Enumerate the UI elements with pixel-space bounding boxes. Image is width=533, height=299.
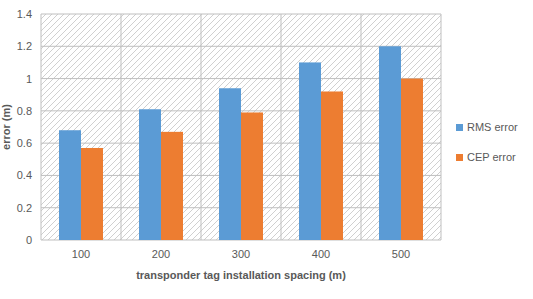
- bar: [379, 46, 401, 240]
- legend-swatch: [456, 124, 463, 131]
- y-tick-label: 1.4: [17, 8, 32, 20]
- y-tick-label: 0.6: [17, 137, 32, 149]
- grid-line-vertical: [201, 14, 202, 240]
- x-tick-label: 200: [152, 248, 170, 260]
- bar: [161, 132, 183, 240]
- y-tick-label: 0.8: [17, 105, 32, 117]
- bar: [241, 112, 263, 240]
- grid-line-vertical: [441, 14, 442, 240]
- y-tick-label: 0.4: [17, 169, 32, 181]
- chart-container: 0 0.2 0.4 0.6 0.8 1 1.2 1.4 100 200 300 400 500 trans…: [0, 0, 533, 299]
- bar: [401, 79, 423, 240]
- bars: [59, 46, 423, 240]
- y-axis-title: error (m): [0, 104, 12, 150]
- legend-swatch: [456, 154, 463, 161]
- background: [0, 0, 533, 299]
- x-tick-label: 500: [392, 248, 410, 260]
- grid-line: [41, 14, 441, 15]
- y-tick-label: 1.2: [17, 40, 32, 52]
- legend-label: RMS error: [467, 121, 518, 133]
- bar: [81, 148, 103, 240]
- bar: [59, 130, 81, 240]
- x-tick-label: 100: [72, 248, 90, 260]
- bar: [219, 88, 241, 240]
- bar: [321, 91, 343, 240]
- grid-line-vertical: [121, 14, 122, 240]
- grid-line-vertical: [281, 14, 282, 240]
- y-tick-label: 0.2: [17, 202, 32, 214]
- x-tick-label: 300: [232, 248, 250, 260]
- bar: [139, 109, 161, 240]
- x-axis-title: transponder tag installation spacing (m): [136, 269, 346, 281]
- bar: [299, 62, 321, 240]
- chart: 0 0.2 0.4 0.6 0.8 1 1.2 1.4 100 200 300 400 500 trans…: [0, 0, 533, 299]
- y-tick-label: 1: [26, 73, 32, 85]
- plot-area: [41, 14, 441, 240]
- grid-line-vertical: [361, 14, 362, 240]
- y-tick-label: 0: [26, 234, 32, 246]
- grid-line-vertical: [41, 14, 42, 240]
- legend-label: CEP error: [467, 151, 516, 163]
- x-tick-label: 400: [312, 248, 330, 260]
